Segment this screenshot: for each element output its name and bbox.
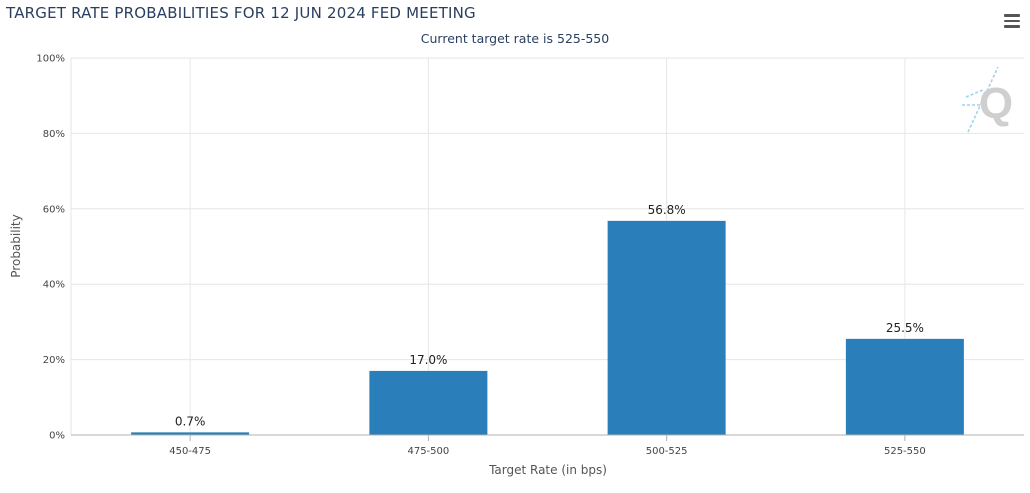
x-tick-label: 500-525: [646, 446, 688, 457]
y-tick-label: 80%: [43, 129, 65, 140]
x-tick-label: 525-550: [884, 446, 926, 457]
logo-letter: Q: [979, 79, 1013, 128]
bar-525-550[interactable]: [845, 338, 964, 435]
bar-500-525[interactable]: [607, 220, 726, 435]
y-axis-title: Probability: [9, 214, 23, 277]
y-tick-label: 60%: [43, 204, 65, 215]
logo-watermark: Q: [962, 66, 1013, 133]
bar-475-500[interactable]: [369, 370, 488, 435]
y-tick-label: 0%: [49, 431, 65, 442]
y-tick-label: 40%: [43, 280, 65, 291]
chart-subtitle: Current target rate is 525-550: [420, 31, 610, 46]
data-label: 0.7%: [175, 414, 206, 428]
bar-450-475[interactable]: [131, 432, 250, 435]
y-tick-label: 20%: [43, 355, 65, 366]
x-tick-label: 450-475: [169, 446, 211, 457]
y-tick-label: 100%: [36, 54, 65, 65]
data-label: 17.0%: [409, 353, 447, 367]
data-label: 56.8%: [648, 203, 686, 217]
hamburger-menu-icon[interactable]: [1004, 14, 1020, 28]
x-axis-title: Target Rate (in bps): [488, 463, 607, 477]
x-tick-label: 475-500: [407, 446, 449, 457]
data-label: 25.5%: [886, 321, 924, 335]
chart-title: TARGET RATE PROBABILITIES FOR 12 JUN 202…: [6, 4, 476, 22]
